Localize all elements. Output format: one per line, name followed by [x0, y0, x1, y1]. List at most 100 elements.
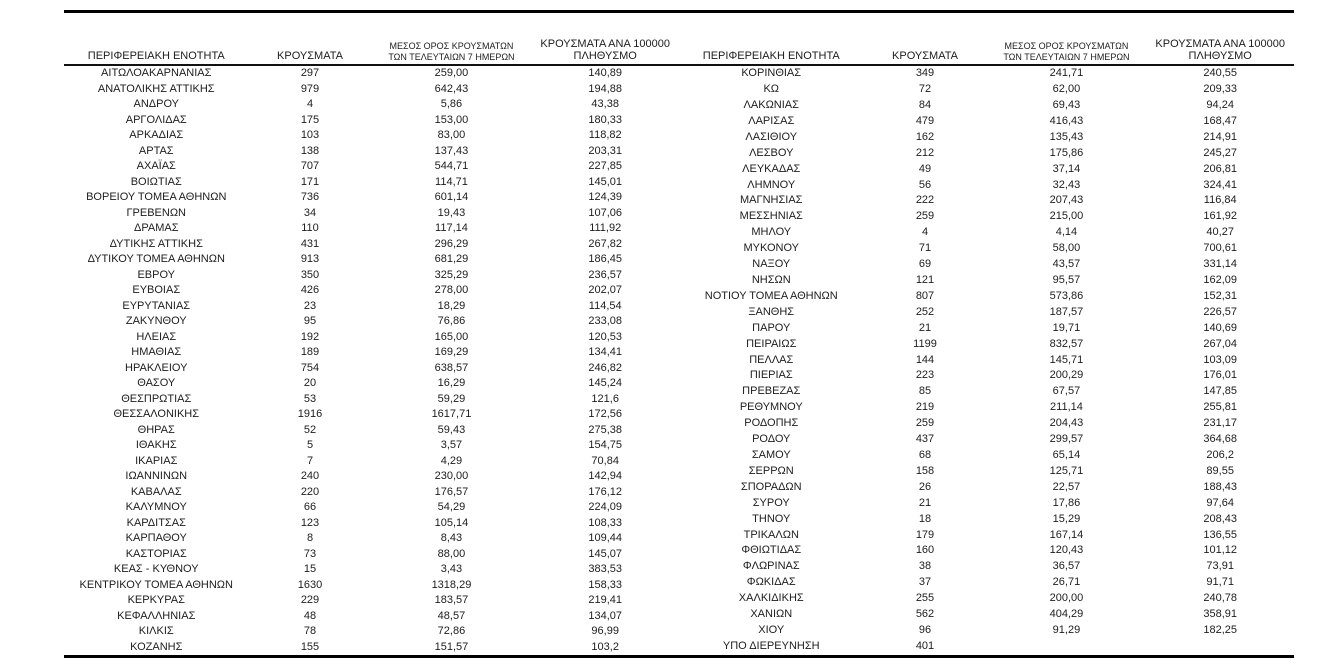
table-row: ΜΥΚΟΝΟΥ 71 58,00 700,61	[679, 241, 1294, 257]
table-row: ΝΟΤΙΟΥ ΤΟΜΕΑ ΑΘΗΝΩΝ 807 573,86 152,31	[679, 289, 1294, 305]
region-cell: ΙΩΑΝΝΙΝΩΝ	[125, 470, 188, 482]
header-row: ΠΕΡΙΦΕΡΕΙΑΚΗ ΕΝΟΤΗΤΑ ΚΡΟΥΣΜΑΤΑ ΜΕΣΟΣ ΟΡΟ…	[679, 13, 1294, 66]
avg7-cell: 120,43	[1049, 544, 1084, 557]
cases-cell: 49	[918, 162, 932, 175]
table-body-left: ΑΙΤΩΛΟΑΚΑΡΝΑΝΙΑΣ 297 259,00 140,89 ΑΝΑΤΟΛΙΚΗ…	[64, 65, 679, 655]
table-row: ΚΑΡΔΙΤΣΑΣ 123 105,14 108,33	[64, 516, 679, 532]
region-cell: ΤΡΙΚΑΛΩΝ	[743, 528, 799, 541]
per100k-cell: 162,09	[1203, 274, 1238, 287]
cases-cell: 562	[915, 608, 935, 621]
avg7-cell: 153,00	[434, 113, 469, 126]
cases-cell: 26	[918, 480, 932, 493]
per100k-cell: 152,31	[1203, 289, 1238, 302]
per100k-cell: 109,44	[588, 532, 623, 544]
table-row: ΑΡΤΑΣ 138 137,43 203,31	[64, 144, 679, 160]
avg7-cell: 207,43	[1049, 194, 1084, 207]
table-row: ΜΑΓΝΗΣΙΑΣ 222 207,43 116,84	[679, 193, 1294, 209]
cases-cell: 229	[300, 594, 320, 606]
cases-cell: 192	[300, 330, 320, 343]
region-cell: ΠΙΕΡΙΑΣ	[749, 369, 793, 382]
header-avg7-line1: ΜΕΣΟΣ ΟΡΟΣ ΚΡΟΥΣΜΑΤΩΝ	[389, 41, 514, 51]
region-cell: ΗΛΕΙΑΣ	[136, 330, 177, 343]
region-cell: ΚΟΡΙΝΘΙΑΣ	[741, 67, 802, 80]
per100k-cell: 145,01	[588, 175, 623, 188]
per100k-cell: 96,99	[591, 625, 619, 637]
per100k-cell: 186,45	[588, 253, 623, 265]
region-cell: ΔΡΑΜΑΣ	[133, 222, 179, 234]
avg7-cell: 135,43	[1049, 130, 1084, 143]
region-cell: ΚΩ	[763, 83, 780, 96]
region-cell: ΦΛΩΡΙΝΑΣ	[742, 560, 800, 573]
avg7-cell: 19,71	[1052, 321, 1081, 334]
avg7-cell: 37,14	[1052, 162, 1081, 175]
table-row: ΙΚΑΡΙΑΣ 7 4,29 70,84	[64, 454, 679, 470]
per100k-cell: 383,53	[588, 563, 623, 575]
avg7-cell: 200,29	[1049, 369, 1084, 382]
avg7-cell: 187,57	[1049, 305, 1084, 318]
region-cell: ΛΑΡΙΣΑΣ	[748, 114, 795, 127]
per100k-cell: 134,07	[588, 609, 623, 622]
per100k-cell: 246,82	[588, 361, 623, 374]
region-cell: ΦΩΚΙΔΑΣ	[746, 576, 796, 589]
cases-cell: 84	[918, 99, 932, 112]
cases-cell: 175	[300, 113, 320, 126]
cases-cell: 222	[915, 194, 935, 207]
header-per100k-line1: ΚΡΟΥΣΜΑΤΑ ΑΝΑ 100000	[540, 38, 670, 50]
per100k-cell: 111,92	[589, 222, 622, 234]
per100k-cell: 188,43	[1203, 480, 1238, 493]
table-row: ΓΡΕΒΕΝΩΝ 34 19,43 107,06	[64, 206, 679, 222]
avg7-cell: 76,86	[437, 315, 466, 327]
cases-cell: 179	[915, 528, 935, 541]
header-region-label: ΠΕΡΙΦΕΡΕΙΑΚΗ ΕΝΟΤΗΤΑ	[87, 50, 225, 62]
avg7-cell: 5,86	[440, 98, 463, 110]
table-row: ΗΛΕΙΑΣ 192 165,00 120,53	[64, 330, 679, 346]
per100k-cell: 145,07	[588, 547, 623, 560]
region-cell: ΚΑΛΥΜΝΟΥ	[125, 501, 187, 513]
cases-cell: 220	[300, 485, 320, 498]
per100k-cell: 240,78	[1203, 592, 1238, 605]
header-cases: ΚΡΟΥΣΜΑΤΑ	[863, 13, 987, 66]
cases-cell: 259	[915, 210, 935, 223]
table-row: ΒΟΡΕΙΟΥ ΤΟΜΕΑ ΑΘΗΝΩΝ 736 601,14 124,39	[64, 190, 679, 206]
cases-cell: 255	[915, 592, 935, 605]
header-per100k: ΚΡΟΥΣΜΑΤΑ ΑΝΑ 100000 ΠΛΗΘΥΣΜΟ	[531, 13, 679, 66]
per100k-cell: 140,89	[588, 67, 623, 79]
region-cell: ΥΠΟ ΔΙΕΡΕΥΝΗΣΗ	[722, 640, 820, 653]
cases-cell: 52	[303, 423, 317, 436]
region-cell: ΘΕΣΣΑΛΟΝΙΚΗΣ	[113, 408, 200, 420]
avg7-cell: 117,14	[435, 222, 468, 234]
region-cell: ΑΙΤΩΛΟΑΚΑΡΝΑΝΙΑΣ	[101, 67, 212, 79]
avg7-cell: 278,00	[434, 284, 469, 296]
region-cell: ΛΗΜΝΟΥ	[747, 178, 796, 191]
header-avg7: ΜΕΣΟΣ ΟΡΟΣ ΚΡΟΥΣΜΑΤΩΝ ΤΩΝ ΤΕΛΕΥΤΑΙΩΝ 7 Η…	[371, 13, 532, 66]
per100k-cell: 231,17	[1203, 417, 1238, 430]
table-row: ΘΕΣΣΑΛΟΝΙΚΗΣ 1916 1617,71 172,56	[64, 407, 679, 423]
per100k-cell: 107,06	[588, 206, 623, 219]
avg7-cell: 114,71	[435, 175, 468, 188]
avg7-cell: 91,29	[1052, 623, 1081, 636]
cases-cell: 85	[918, 385, 932, 398]
cases-cell: 259	[915, 417, 935, 430]
region-cell: ΧΑΝΙΩΝ	[750, 608, 793, 621]
cases-cell: 252	[915, 305, 935, 318]
region-cell: ΔΥΤΙΚΗΣ ΑΤΤΙΚΗΣ	[109, 237, 203, 250]
avg7-cell: 69,43	[1052, 99, 1081, 112]
avg7-cell: 43,57	[1052, 258, 1081, 271]
region-cell: ΠΑΡΟΥ	[752, 321, 791, 334]
region-cell: ΞΑΝΘΗΣ	[748, 305, 795, 318]
header-region: ΠΕΡΙΦΕΡΕΙΑΚΗ ΕΝΟΤΗΤΑ	[679, 13, 864, 66]
table-row: ΦΛΩΡΙΝΑΣ 38 36,57 73,91	[679, 559, 1294, 575]
cases-cell: 138	[300, 144, 320, 157]
region-cell: ΒΟΙΩΤΙΑΣ	[130, 175, 182, 188]
region-cell: ΔΥΤΙΚΟΥ ΤΟΜΕΑ ΑΘΗΝΩΝ	[87, 253, 225, 265]
table-row: ΑΝΑΤΟΛΙΚΗΣ ΑΤΤΙΚΗΣ 979 642,43 194,88	[64, 82, 679, 98]
avg7-cell: 175,86	[1049, 146, 1084, 159]
region-cell: ΛΕΣΒΟΥ	[749, 146, 794, 159]
avg7-cell: 296,29	[434, 237, 469, 250]
cases-cell: 18	[918, 512, 932, 525]
table-row: ΠΑΡΟΥ 21 19,71 140,69	[679, 321, 1294, 337]
table-row: ΛΑΡΙΣΑΣ 479 416,43 168,47	[679, 114, 1294, 130]
per100k-cell: 240,55	[1203, 67, 1238, 80]
per100k-cell: 267,04	[1203, 337, 1238, 350]
cases-cell: 162	[915, 130, 935, 143]
